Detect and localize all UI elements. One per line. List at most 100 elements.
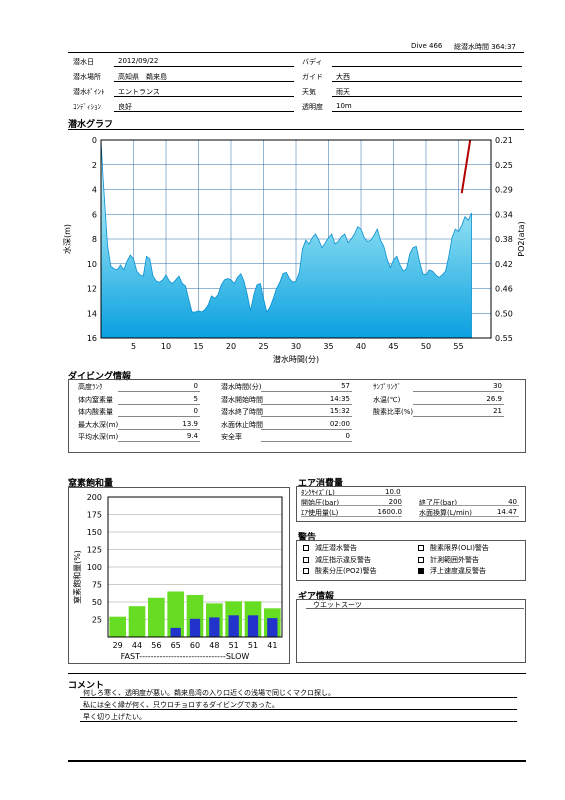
- guide-value: 大西: [336, 73, 350, 81]
- warning-label: 減圧指示違反警告: [315, 555, 371, 564]
- end-pressure-value: 40: [508, 498, 517, 506]
- x-tick-label: 40: [356, 342, 366, 351]
- diving-info-label: 平均水深(m): [78, 433, 119, 441]
- n2-x-tick-label: 65: [171, 641, 181, 650]
- checkbox-icon: [303, 568, 309, 574]
- n2-chart-frame: [107, 496, 283, 638]
- site-value: 高知県 鵜来島: [118, 73, 167, 81]
- diving-info-value: 57: [341, 382, 350, 390]
- dive-depth-chart: 5 10 15 20 25 30 35 40 45 50 55 0 2 4 6 8 10 12 14 16 0.21…: [62, 136, 526, 364]
- n2-bar: [128, 606, 146, 637]
- y2-axis-label: PO2(ata): [517, 221, 526, 256]
- n2-x-tick-label: 44: [132, 641, 142, 650]
- n2-inner-bar: [247, 615, 259, 637]
- n2-bar: [109, 616, 126, 637]
- weather-label: 天気: [302, 88, 316, 96]
- condition-label: ｺﾝﾃﾞｨｼｮﾝ: [73, 103, 101, 111]
- tank-size-value: 10.0: [385, 488, 401, 496]
- tank-size-label: ﾀﾝｸｻｲｽﾞ(L): [301, 489, 335, 497]
- surface-rate-value: 14.47: [496, 508, 517, 516]
- x-tick-label: 25: [258, 342, 268, 351]
- n2-inner-bar: [189, 618, 201, 637]
- diving-info-label: 水温(℃): [373, 395, 401, 404]
- n2-bar: [167, 591, 184, 637]
- n2-y-axis-label: 窒素飽和量(%): [72, 550, 82, 604]
- y-tick-label: 12: [87, 285, 97, 294]
- gear-value: ウエットスーツ: [313, 601, 362, 609]
- air-box: [296, 486, 526, 522]
- y-tick-label: 14: [87, 309, 97, 318]
- y-axis-label: 水深(m): [62, 224, 72, 254]
- gear-box: [296, 599, 526, 663]
- checkbox-icon: [303, 545, 309, 551]
- diving-info-label: 安全率: [221, 433, 242, 441]
- date-label: 潜水日: [73, 58, 94, 66]
- checkbox-icon: [418, 545, 424, 551]
- x-tick-label: 55: [453, 342, 463, 351]
- diving-info-value: 30: [493, 382, 502, 390]
- diving-info-value: 0: [345, 432, 350, 440]
- n2-inner-bar: [267, 618, 278, 637]
- diving-info-value: 26.9: [486, 394, 502, 403]
- dive-number: Dive 466: [411, 42, 443, 50]
- n2-x-tick-label: 60: [190, 641, 200, 650]
- visibility-value: 10m: [336, 102, 352, 110]
- diving-info-value: 21: [493, 407, 502, 415]
- start-pressure-label: 開始圧(bar): [301, 499, 340, 507]
- n2-fast-slow-caption: FAST------------------------------SLOW: [121, 652, 250, 661]
- y-tick-label: 16: [87, 334, 97, 343]
- n2-y-tick-label: 50: [92, 598, 102, 607]
- point-value: エントランス: [118, 88, 160, 96]
- warning-label: 酸素限界(OLI)警告: [430, 544, 489, 552]
- diving-info-label: 水面休止時間: [221, 420, 263, 429]
- warning-label: 減圧潜水警告: [315, 544, 357, 552]
- y-tick-label: 4: [92, 186, 97, 195]
- y2-tick-label: 0.21: [495, 136, 513, 145]
- warning-item: 減圧指示違反警告: [303, 555, 371, 565]
- warnings-title: 警告: [298, 533, 317, 543]
- n2-y-tick-label: 25: [92, 616, 102, 625]
- x-tick-label: 35: [323, 342, 333, 351]
- y2-tick-label: 0.38: [495, 235, 513, 244]
- diving-info-label: 酸素比率(%): [373, 408, 414, 416]
- n2-inner-bar: [170, 627, 181, 637]
- y-axis-ticks: 0 2 4 6 8 10 12 14 16: [87, 136, 97, 343]
- checkbox-icon: [303, 556, 309, 563]
- x-tick-label: 5: [131, 342, 136, 351]
- diving-info-label: ｻﾝﾌﾟﾘﾝｸﾞ: [373, 383, 401, 391]
- y-tick-label: 0: [92, 136, 97, 145]
- y-tick-label: 2: [92, 161, 97, 170]
- n2-y-tick-label: 100: [87, 563, 102, 572]
- diving-info-label: 潜水終了時間: [221, 408, 263, 416]
- n2-y-tick-label: 150: [87, 528, 102, 537]
- n2-y-tick-label: 125: [87, 546, 102, 555]
- y2-tick-label: 0.34: [495, 210, 513, 219]
- n2-x-tick-label: 56: [151, 641, 161, 650]
- depth-profile-area: [100, 139, 472, 339]
- y-tick-label: 10: [87, 260, 97, 269]
- diving-info-value: 9.4: [186, 432, 198, 440]
- diving-info-value: 13.9: [182, 419, 198, 428]
- y2-tick-label: 0.42: [495, 260, 513, 269]
- start-pressure-value: 200: [388, 498, 402, 506]
- x-tick-label: 20: [226, 342, 236, 351]
- diving-info-label: 潜水開始時間: [221, 395, 263, 404]
- n2-y-tick-label: 200: [87, 493, 102, 502]
- visibility-label: 透明度: [302, 103, 323, 111]
- diving-info-label: 高度ﾗﾝｸ: [78, 383, 103, 391]
- comment-line-1: 何しろ寒く、透明度が悪い。鵜来島湾の入り口近くの浅場で同じくマクロ探し。: [83, 689, 335, 697]
- diving-info-value: 0: [193, 382, 198, 390]
- y2-tick-label: 0.55: [495, 334, 513, 343]
- diving-info-value: 14:35: [329, 394, 350, 403]
- n2-y-tick-label: 175: [87, 511, 102, 520]
- dive-graph-title: 潜水グラフ: [68, 120, 114, 130]
- diving-info-box: [68, 379, 526, 453]
- surface-rate-label: 水面換算(L/min): [419, 509, 472, 517]
- y2-tick-label: 0.29: [495, 186, 513, 195]
- condition-value: 良好: [118, 103, 132, 111]
- diving-info-value: 15:32: [329, 407, 350, 415]
- y2-tick-label: 0.46: [495, 285, 513, 294]
- diving-info-label: 体内窒素量: [78, 395, 113, 404]
- diving-info-value: 02:00: [329, 419, 350, 428]
- warning-item: 酸素限界(OLI)警告: [418, 543, 489, 553]
